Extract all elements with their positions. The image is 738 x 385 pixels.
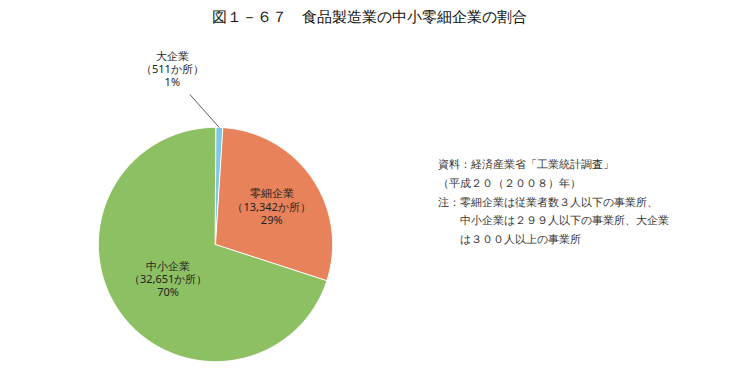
html-text:は３００人以上の事業所: は３００人以上の事業所 xyxy=(438,233,581,246)
html-text:注：零細企業は従業者数３人以下の事業所、: 注：零細企業は従業者数３人以下の事業所、 xyxy=(438,195,658,209)
html-text:（平成２０（２００８）年）: （平成２０（２００８）年） xyxy=(438,177,581,190)
html-text:図１－６７ 食品製造業の中小零細企業の割合: 図１－６７ 食品製造業の中小零細企業の割合 xyxy=(211,8,527,26)
html-text:資料：経済産業省「工業統計調査」: 資料：経済産業省「工業統計調査」 xyxy=(438,158,614,172)
html-text:中小企業は２９９人以下の事業所、大企業: 中小企業は２９９人以下の事業所、大企業 xyxy=(438,214,669,228)
svg-text:大企業（511か所）1%: 大企業（511か所）1% xyxy=(141,48,204,89)
svg-text:零細企業（13,342か所）29%: 零細企業（13,342か所）29% xyxy=(232,185,310,226)
svg-text:中小企業（32,651か所）70%: 中小企業（32,651か所）70% xyxy=(129,258,207,299)
